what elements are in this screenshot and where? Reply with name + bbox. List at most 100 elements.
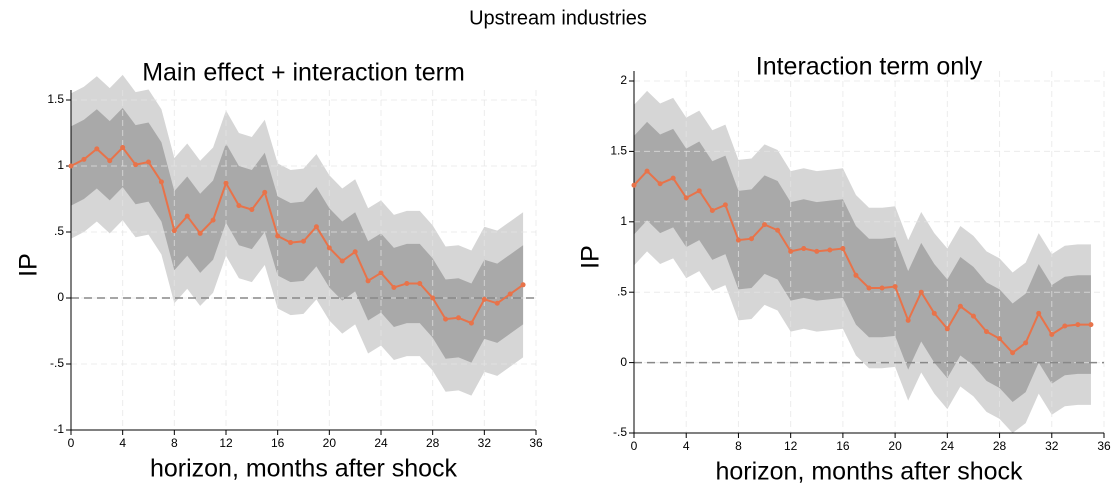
x-tick-label: 16 (836, 439, 850, 453)
estimate-point (735, 237, 741, 243)
x-tick-label: 16 (271, 436, 285, 450)
estimate-point (1062, 323, 1068, 329)
estimate-point (1088, 322, 1094, 328)
estimate-point (339, 258, 345, 264)
estimate-line (633, 169, 1091, 355)
x-tick-label: 28 (993, 439, 1007, 453)
estimate-point (683, 195, 689, 201)
estimate-point (107, 158, 113, 164)
y-tick-label: -1 (53, 422, 64, 436)
estimate-point (657, 181, 663, 187)
y-tick-label: -.5 (613, 425, 627, 439)
estimate-point (827, 247, 833, 253)
x-tick-label: 8 (171, 436, 178, 450)
estimate-point (1023, 340, 1029, 346)
y-tick-label: -.5 (50, 356, 64, 370)
estimate-point (814, 248, 820, 254)
estimate-point (468, 320, 474, 326)
confidence-band (634, 121, 1091, 403)
y-tick-label: 2 (620, 73, 627, 87)
estimate-point (301, 238, 306, 244)
x-tick-label: 36 (1097, 439, 1111, 453)
estimate-point (984, 329, 989, 335)
x-tick-label: 24 (941, 439, 955, 453)
y-tick-label: 1 (620, 214, 627, 228)
estimate-point (391, 284, 397, 290)
x-tick-label: 4 (683, 439, 690, 453)
figure-title: Upstream industries (469, 7, 647, 29)
estimate-point (853, 272, 859, 278)
estimate-point (120, 145, 126, 151)
estimate-point (365, 278, 371, 284)
x-tick-label: 0 (68, 436, 75, 450)
estimate-point (840, 246, 846, 252)
estimate-point (1049, 331, 1055, 337)
estimate-point (801, 246, 807, 252)
estimate-point (158, 179, 164, 185)
estimate-point (670, 175, 676, 181)
estimate-point (430, 295, 436, 301)
y-axis-label: IP (15, 253, 43, 277)
estimate-point (722, 202, 728, 208)
estimate-point (918, 289, 924, 295)
x-tick-label: 36 (529, 436, 543, 450)
estimate-point (494, 300, 500, 306)
x-tick-label: 20 (323, 436, 337, 450)
x-axis-label: horizon, months after shock (715, 458, 1023, 486)
estimate-point (210, 217, 216, 223)
estimate-point (775, 227, 781, 233)
y-tick-label: .5 (617, 284, 627, 298)
x-tick-label: 12 (784, 439, 798, 453)
estimate-point (866, 285, 872, 291)
estimate-point (236, 203, 242, 209)
estimate-point (197, 230, 203, 236)
panel-title: Main effect + interaction term (142, 59, 465, 87)
x-tick-label: 12 (219, 436, 233, 450)
estimate-point (171, 228, 177, 234)
estimate-point (879, 285, 885, 291)
estimate-point (68, 163, 74, 169)
estimate-point (133, 162, 139, 168)
estimate-point (631, 182, 637, 188)
estimate-point (1036, 310, 1042, 316)
estimate-point (944, 326, 950, 332)
estimate-point (1075, 322, 1081, 328)
x-tick-label: 8 (735, 439, 742, 453)
x-tick-label: 28 (426, 436, 440, 450)
y-tick-label: 1.5 (610, 144, 627, 158)
y-axis-label: IP (577, 245, 605, 269)
estimate-point (456, 315, 461, 321)
estimate-point (275, 233, 281, 239)
y-tick-label: 1 (57, 158, 64, 172)
estimate-point (749, 236, 754, 242)
estimate-point (481, 296, 487, 302)
estimate-point (249, 207, 255, 213)
estimate-point (378, 270, 384, 276)
y-tick-label: 0 (57, 290, 64, 304)
estimate-point (644, 168, 650, 174)
x-axis-label: horizon, months after shock (150, 455, 458, 483)
x-tick-label: 32 (478, 436, 492, 450)
y-tick-label: .5 (54, 224, 64, 238)
panel-title: Interaction term only (756, 53, 983, 81)
y-tick-label: 1.5 (47, 92, 64, 106)
estimate-point (997, 336, 1003, 342)
estimate-point (146, 159, 151, 165)
estimate-point (326, 245, 332, 251)
estimate-point (223, 180, 229, 186)
estimate-point (1010, 350, 1016, 356)
estimate-point (443, 316, 449, 322)
x-tick-label: 24 (374, 436, 388, 450)
x-tick-label: 4 (119, 436, 126, 450)
estimate-point (970, 313, 976, 319)
x-tick-label: 32 (1045, 439, 1059, 453)
estimate-point (905, 317, 911, 323)
estimate-point (507, 291, 513, 297)
estimate-point (184, 213, 190, 219)
estimate-point (81, 156, 87, 162)
estimate-point (788, 248, 794, 254)
estimate-point (762, 222, 768, 228)
estimate-point (892, 284, 898, 290)
estimate-point (352, 249, 358, 255)
estimate-point (94, 146, 100, 152)
